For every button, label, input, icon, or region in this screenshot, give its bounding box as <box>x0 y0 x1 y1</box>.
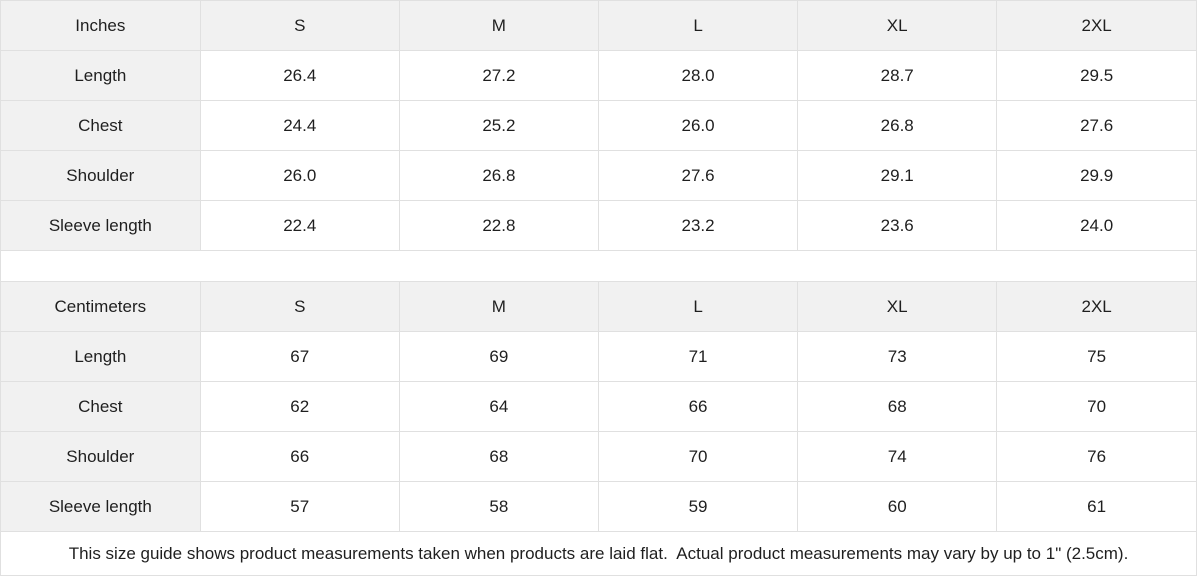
size-value-cell: 74 <box>797 431 998 482</box>
size-column-header-l: L <box>598 1 799 51</box>
size-value-cell: 27.2 <box>399 50 599 101</box>
size-value-cell: 66 <box>200 431 400 482</box>
size-value-cell: 26.0 <box>200 150 400 201</box>
table-row-length: Length 67 69 71 73 75 <box>1 331 1196 382</box>
size-value-cell: 71 <box>598 331 799 382</box>
size-value-cell: 23.6 <box>797 200 998 251</box>
table-row-length: Length 26.4 27.2 28.0 28.7 29.5 <box>1 50 1196 101</box>
table-row-chest: Chest 62 64 66 68 70 <box>1 381 1196 432</box>
size-value-cell: 24.4 <box>200 100 400 151</box>
row-label-length: Length <box>1 331 201 382</box>
size-value-cell: 23.2 <box>598 200 799 251</box>
unit-header-centimeters: Centimeters <box>1 281 201 332</box>
size-value-cell: 28.0 <box>598 50 799 101</box>
size-column-header-xl: XL <box>797 281 998 332</box>
centimeters-table: Centimeters S M L XL 2XL Length 67 69 71… <box>1 281 1196 532</box>
size-value-cell: 24.0 <box>996 200 1196 251</box>
size-value-cell: 57 <box>200 481 400 532</box>
size-column-header-l: L <box>598 281 799 332</box>
size-value-cell: 22.8 <box>399 200 599 251</box>
size-column-header-s: S <box>200 281 400 332</box>
inches-table: Inches S M L XL 2XL Length 26.4 27.2 28.… <box>1 1 1196 251</box>
size-value-cell: 73 <box>797 331 998 382</box>
row-label-length: Length <box>1 50 201 101</box>
row-label-shoulder: Shoulder <box>1 431 201 482</box>
size-value-cell: 70 <box>996 381 1196 432</box>
size-value-cell: 68 <box>797 381 998 432</box>
size-value-cell: 76 <box>996 431 1196 482</box>
size-value-cell: 29.9 <box>996 150 1196 201</box>
size-value-cell: 27.6 <box>996 100 1196 151</box>
table-row-chest: Chest 24.4 25.2 26.0 26.8 27.6 <box>1 100 1196 151</box>
row-label-chest: Chest <box>1 100 201 151</box>
table-row-sleeve-length: Sleeve length 22.4 22.8 23.2 23.6 24.0 <box>1 200 1196 251</box>
row-label-chest: Chest <box>1 381 201 432</box>
size-column-header-s: S <box>200 1 400 51</box>
size-value-cell: 68 <box>399 431 599 482</box>
size-column-header-2xl: 2XL <box>996 1 1196 51</box>
row-label-sleeve-length: Sleeve length <box>1 200 201 251</box>
inches-header-row: Inches S M L XL 2XL <box>1 1 1196 51</box>
size-value-cell: 29.1 <box>797 150 998 201</box>
size-value-cell: 28.7 <box>797 50 998 101</box>
size-guide-note: This size guide shows product measuremen… <box>1 532 1196 575</box>
size-value-cell: 26.0 <box>598 100 799 151</box>
unit-header-inches: Inches <box>1 1 201 51</box>
row-label-sleeve-length: Sleeve length <box>1 481 201 532</box>
size-value-cell: 59 <box>598 481 799 532</box>
size-value-cell: 60 <box>797 481 998 532</box>
row-label-shoulder: Shoulder <box>1 150 201 201</box>
size-value-cell: 26.8 <box>797 100 998 151</box>
size-value-cell: 27.6 <box>598 150 799 201</box>
size-column-header-m: M <box>399 1 599 51</box>
table-row-sleeve-length: Sleeve length 57 58 59 60 61 <box>1 481 1196 532</box>
size-value-cell: 62 <box>200 381 400 432</box>
size-value-cell: 66 <box>598 381 799 432</box>
size-column-header-xl: XL <box>797 1 998 51</box>
table-spacer <box>1 251 1196 281</box>
size-value-cell: 75 <box>996 331 1196 382</box>
size-value-cell: 26.8 <box>399 150 599 201</box>
size-value-cell: 61 <box>996 481 1196 532</box>
table-row-shoulder: Shoulder 66 68 70 74 76 <box>1 431 1196 482</box>
size-column-header-2xl: 2XL <box>996 281 1196 332</box>
size-value-cell: 64 <box>399 381 599 432</box>
centimeters-header-row: Centimeters S M L XL 2XL <box>1 281 1196 332</box>
size-value-cell: 70 <box>598 431 799 482</box>
size-value-cell: 67 <box>200 331 400 382</box>
size-value-cell: 69 <box>399 331 599 382</box>
size-value-cell: 22.4 <box>200 200 400 251</box>
table-row-shoulder: Shoulder 26.0 26.8 27.6 29.1 29.9 <box>1 150 1196 201</box>
size-value-cell: 25.2 <box>399 100 599 151</box>
size-column-header-m: M <box>399 281 599 332</box>
size-value-cell: 26.4 <box>200 50 400 101</box>
size-value-cell: 29.5 <box>996 50 1196 101</box>
size-value-cell: 58 <box>399 481 599 532</box>
